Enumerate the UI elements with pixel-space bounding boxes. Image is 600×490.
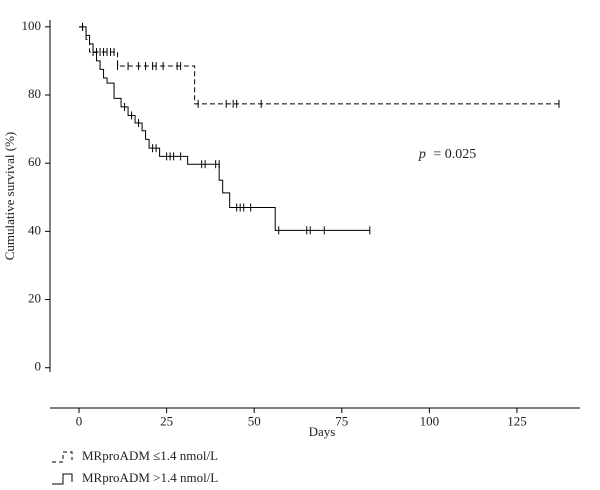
x-tick-label: 50 [248,414,261,429]
p-value-text: = 0.025 [433,147,476,162]
x-tick-label: 0 [76,414,83,429]
x-tick-label: 100 [420,414,440,429]
legend-swatch-solid [52,473,73,485]
x-axis-title: Days [309,424,336,439]
x-tick-label: 75 [335,414,348,429]
x-tick-label: 125 [507,414,527,429]
survival-curves [79,26,559,231]
legend-item-low: MRproADM ≤1.4 nmol/L [52,448,218,463]
y-tick-label: 60 [28,154,41,169]
y-axis-title: Cumulative survival (%) [2,132,17,261]
legend-swatch-dashed [52,451,73,463]
censor-marks [82,22,560,235]
y-tick-label: 100 [22,18,42,33]
legend: MRproADM ≤1.4 nmol/L MRproADM >1.4 nmol/… [52,448,218,485]
y-tick-label: 0 [35,359,42,374]
ticks: 0 25 50 75 100 125 0 20 40 60 80 100 [22,18,527,429]
p-symbol: p [418,147,426,162]
y-tick-label: 40 [28,222,41,237]
survival-curve-low [79,26,559,105]
p-value-annotation: p = 0.025 [418,147,476,162]
y-tick-label: 80 [28,86,41,101]
survival-curve-high [79,26,370,231]
legend-label-low: MRproADM ≤1.4 nmol/L [82,448,218,463]
x-tick-label: 25 [160,414,173,429]
y-tick-label: 20 [28,291,41,306]
legend-item-high: MRproADM >1.4 nmol/L [52,470,218,485]
legend-label-high: MRproADM >1.4 nmol/L [82,470,218,485]
axes [49,20,580,409]
